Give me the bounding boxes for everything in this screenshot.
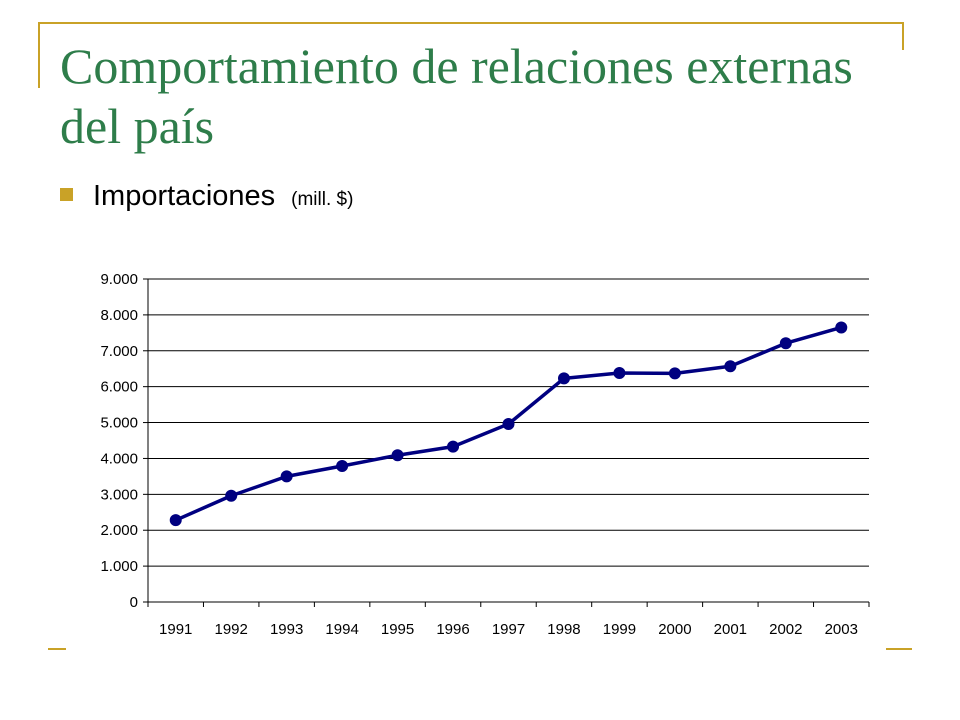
data-point-1996 [447, 440, 460, 453]
x-tick-label-1994: 1994 [325, 621, 358, 638]
y-tick-label-2: 2.000 [100, 522, 138, 539]
x-tick-label-1997: 1997 [492, 621, 525, 638]
x-tick-label-1996: 1996 [436, 621, 469, 638]
x-tick-label-1991: 1991 [159, 621, 192, 638]
x-tick-label-1999: 1999 [603, 621, 636, 638]
data-point-1998 [557, 372, 570, 385]
bullet-text: Importaciones [93, 180, 276, 212]
frame-bottom-left-line [48, 648, 66, 650]
y-tick-label-9: 9.000 [100, 271, 138, 288]
y-tick-label-1: 1.000 [100, 558, 138, 575]
data-point-1994 [336, 459, 349, 472]
x-tick-label-1995: 1995 [381, 621, 414, 638]
frame-left-line [38, 22, 40, 88]
bullet-item: Importaciones (mill. $) [60, 180, 353, 213]
y-tick-label-4: 4.000 [100, 450, 138, 467]
x-tick-label-1993: 1993 [270, 621, 303, 638]
data-point-1993 [280, 470, 293, 483]
x-tick-label-1992: 1992 [215, 621, 248, 638]
bullet-square-icon [60, 188, 73, 201]
x-tick-label-2002: 2002 [769, 621, 802, 638]
y-tick-label-6: 6.000 [100, 379, 138, 396]
data-point-1997 [502, 417, 515, 430]
x-tick-label-2003: 2003 [825, 621, 858, 638]
y-tick-label-5: 5.000 [100, 415, 138, 432]
y-tick-label-8: 8.000 [100, 307, 138, 324]
frame-right-line [902, 22, 904, 50]
data-point-1999 [613, 367, 626, 380]
x-tick-label-2001: 2001 [714, 621, 747, 638]
x-tick-label-1998: 1998 [547, 621, 580, 638]
data-point-2000 [668, 367, 681, 380]
y-tick-label-7: 7.000 [100, 343, 138, 360]
data-point-1995 [391, 449, 404, 462]
data-point-1991 [169, 514, 182, 527]
x-tick-label-2000: 2000 [658, 621, 691, 638]
y-tick-label-3: 3.000 [100, 486, 138, 503]
data-point-2001 [724, 360, 737, 373]
data-point-2003 [835, 321, 848, 334]
y-tick-label-0: 0 [130, 594, 138, 611]
frame-bottom-right-line [886, 648, 912, 650]
data-point-2002 [779, 337, 792, 350]
slide-title: Comportamiento de relaciones externas de… [60, 38, 853, 154]
bullet-unit: (mill. $) [291, 189, 354, 210]
frame-top-line [38, 22, 904, 24]
data-point-1992 [225, 489, 238, 502]
